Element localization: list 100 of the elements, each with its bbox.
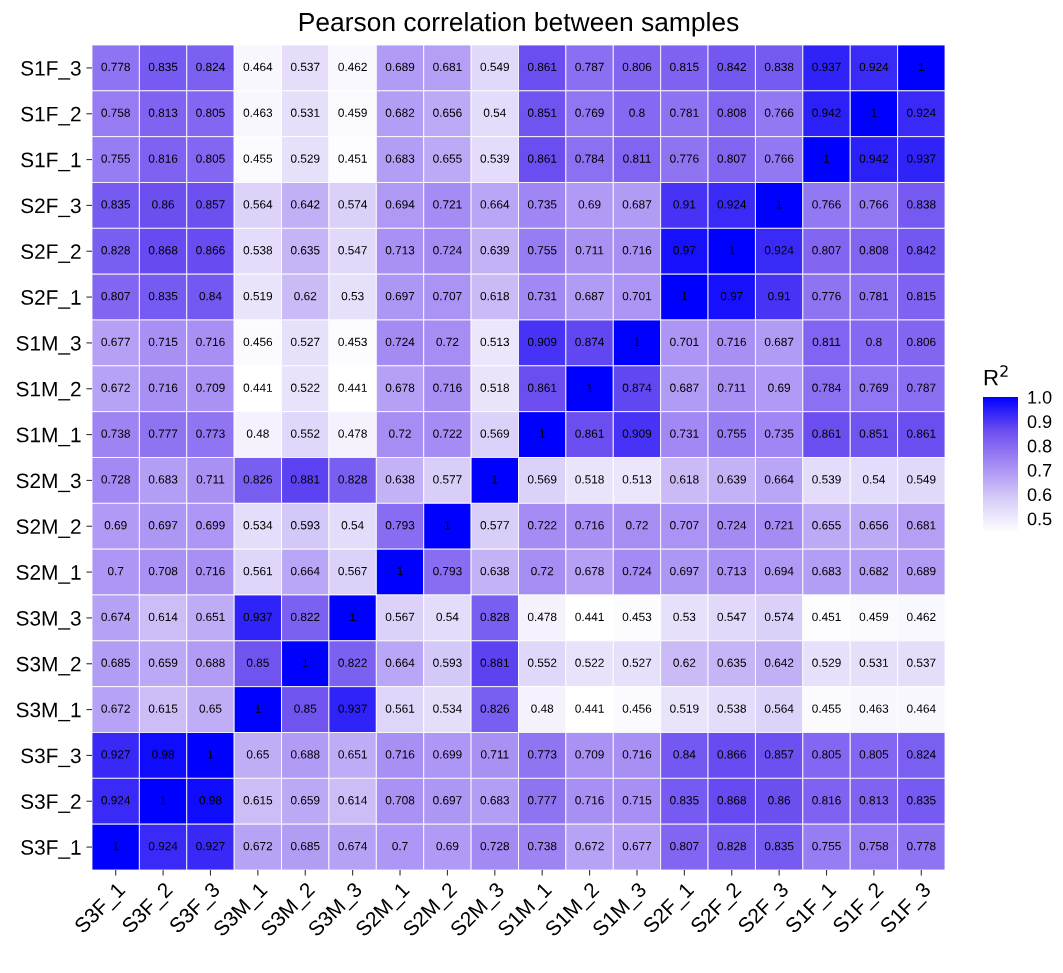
data-label: 0.72 xyxy=(436,337,459,347)
color-bar-label: 0.6 xyxy=(1027,488,1052,502)
y-tick-label: S1F_2 xyxy=(21,106,81,126)
data-label: 0.755 xyxy=(527,246,557,255)
data-label: 0.828 xyxy=(101,246,130,255)
data-label: 0.7 xyxy=(107,566,124,576)
data-label: 0.441 xyxy=(575,704,604,713)
data-label: 0.861 xyxy=(812,429,841,438)
y-tick-label: S1F_1 xyxy=(21,152,81,172)
data-label: 0.927 xyxy=(196,841,225,851)
data-label: 0.642 xyxy=(290,200,320,209)
data-label: 1 xyxy=(587,383,593,392)
data-label: 0.85 xyxy=(294,704,317,713)
data-label: 0.813 xyxy=(148,108,178,117)
data-label: 0.674 xyxy=(338,841,368,851)
data-label: 0.8 xyxy=(866,337,882,347)
data-label: 0.683 xyxy=(480,796,510,805)
y-tick-label: S1F_3 xyxy=(21,60,81,80)
data-label: 0.793 xyxy=(385,521,415,530)
data-label: 0.874 xyxy=(622,383,652,392)
data-label: 0.687 xyxy=(670,383,699,392)
data-label: 0.688 xyxy=(290,750,320,759)
data-label: 0.513 xyxy=(480,337,510,347)
data-label: 0.618 xyxy=(480,291,510,301)
data-label: 0.781 xyxy=(859,291,889,301)
data-label: 0.539 xyxy=(480,154,510,163)
data-label: 0.681 xyxy=(907,521,936,530)
data-label: 0.98 xyxy=(152,750,175,759)
data-label: 0.851 xyxy=(859,429,889,438)
data-label: 0.659 xyxy=(148,658,178,667)
data-label: 0.8 xyxy=(629,108,645,117)
data-label: 0.664 xyxy=(385,658,415,667)
data-label: 0.787 xyxy=(575,62,604,72)
data-label: 0.678 xyxy=(385,383,415,392)
data-label: 0.811 xyxy=(623,154,651,163)
data-label: 0.672 xyxy=(575,841,604,851)
data-label: 0.866 xyxy=(717,750,746,759)
data-label: 0.716 xyxy=(575,796,604,805)
data-label: 0.618 xyxy=(670,475,699,484)
data-label: 0.724 xyxy=(433,246,462,255)
data-label: 0.54 xyxy=(483,108,506,117)
data-label: 1 xyxy=(113,842,119,851)
data-label: 0.547 xyxy=(717,612,746,622)
data-label: 0.656 xyxy=(433,108,462,117)
data-label: 0.716 xyxy=(622,246,652,255)
data-label: 1 xyxy=(255,704,261,713)
color-bar-label: 0.8 xyxy=(1027,439,1052,453)
data-label: 0.683 xyxy=(148,475,178,484)
data-label: 0.709 xyxy=(575,750,604,759)
data-label: 0.65 xyxy=(246,750,269,759)
data-label: 0.451 xyxy=(338,154,367,163)
data-label: 0.784 xyxy=(575,154,605,163)
data-label: 0.805 xyxy=(812,750,841,759)
data-label: 0.881 xyxy=(480,658,509,667)
data-label: 0.735 xyxy=(764,429,794,438)
data-label: 0.699 xyxy=(196,521,225,530)
data-label: 0.69 xyxy=(436,841,459,851)
data-label: 1 xyxy=(539,429,545,438)
data-label: 0.699 xyxy=(433,750,462,759)
color-bar-label: 1.0 xyxy=(1028,390,1052,404)
data-label: 0.687 xyxy=(764,337,794,347)
data-label: 0.659 xyxy=(290,796,320,805)
data-label: 0.924 xyxy=(148,841,178,851)
data-label: 0.807 xyxy=(812,246,841,255)
data-label: 0.97 xyxy=(720,291,743,301)
data-label: 0.805 xyxy=(859,750,889,759)
y-tick-label: S2M_2 xyxy=(16,519,81,538)
data-label: 0.664 xyxy=(290,566,320,576)
data-label: 0.688 xyxy=(196,658,225,667)
y-tick-label: S2F_2 xyxy=(21,244,81,263)
data-label: 0.735 xyxy=(527,200,557,209)
data-label: 0.569 xyxy=(480,429,510,438)
data-label: 0.651 xyxy=(338,750,367,759)
data-label: 0.69 xyxy=(104,521,127,530)
data-label: 0.53 xyxy=(673,612,696,622)
data-label: 0.522 xyxy=(290,383,320,392)
data-label: 1 xyxy=(445,521,451,530)
data-label: 0.527 xyxy=(622,658,652,667)
data-label: 0.537 xyxy=(907,658,936,667)
data-label: 0.851 xyxy=(527,108,557,117)
data-label: 0.655 xyxy=(812,521,841,530)
data-label: 0.518 xyxy=(480,383,510,392)
data-label: 0.937 xyxy=(907,154,936,163)
data-label: 1 xyxy=(397,567,403,576)
data-label: 0.711 xyxy=(196,475,225,484)
data-label: 0.815 xyxy=(907,291,936,301)
data-label: 0.924 xyxy=(717,200,747,209)
data-label: 0.766 xyxy=(764,154,794,163)
data-label: 0.758 xyxy=(101,108,130,117)
data-label: 0.463 xyxy=(243,108,273,117)
data-label: 0.672 xyxy=(101,383,130,392)
data-label: 0.656 xyxy=(859,521,889,530)
data-label: 0.682 xyxy=(859,566,889,576)
data-label: 0.773 xyxy=(527,750,557,759)
data-label: 0.48 xyxy=(246,429,269,438)
data-label: 0.689 xyxy=(907,566,936,576)
data-label: 0.728 xyxy=(101,475,130,484)
data-label: 0.715 xyxy=(622,796,652,805)
data-label: 0.766 xyxy=(764,108,794,117)
data-label: 1 xyxy=(302,658,308,667)
